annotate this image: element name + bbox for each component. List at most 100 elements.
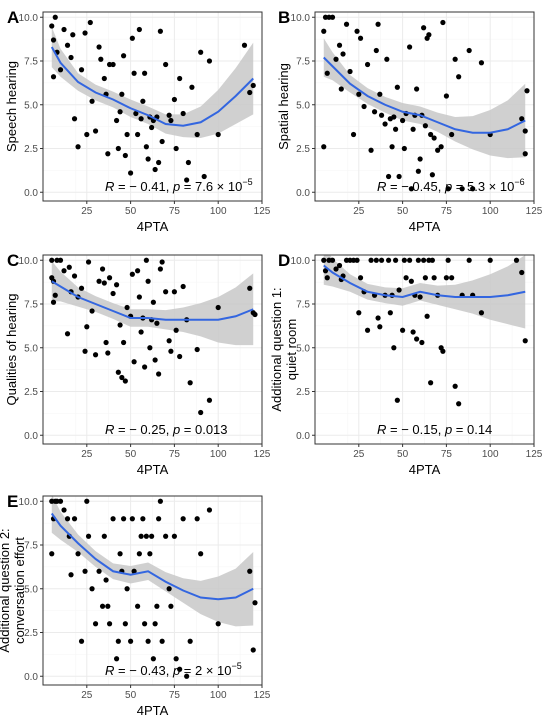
data-point xyxy=(163,61,169,68)
data-point xyxy=(142,621,148,627)
data-point xyxy=(66,264,72,270)
data-point xyxy=(414,336,420,342)
data-point xyxy=(452,383,458,389)
y-tick-label: 10.0 xyxy=(19,256,39,267)
data-point xyxy=(187,638,193,644)
data-point xyxy=(119,91,125,97)
data-point xyxy=(382,121,388,127)
data-point xyxy=(522,338,528,344)
data-point xyxy=(333,266,339,272)
data-point xyxy=(364,61,371,68)
data-point xyxy=(82,568,88,574)
data-point xyxy=(185,159,192,166)
data-point xyxy=(322,268,329,274)
data-point xyxy=(154,320,160,326)
data-point xyxy=(456,74,462,80)
data-point xyxy=(206,58,213,64)
x-tick-label: 100 xyxy=(482,449,499,460)
data-point xyxy=(368,147,374,153)
data-point xyxy=(150,299,156,305)
x-tick-label: 125 xyxy=(526,449,543,460)
data-point xyxy=(180,110,186,117)
data-point xyxy=(101,75,107,82)
data-point xyxy=(138,533,144,539)
data-point xyxy=(417,156,423,162)
data-point xyxy=(159,259,165,265)
data-point xyxy=(78,285,85,291)
data-point xyxy=(377,324,383,330)
x-tick-label: 50 xyxy=(397,206,409,217)
fit-line xyxy=(50,46,254,127)
data-point xyxy=(154,603,160,609)
data-point xyxy=(184,673,190,679)
data-point xyxy=(375,21,381,27)
data-point xyxy=(401,257,407,263)
data-point xyxy=(84,498,90,504)
data-point xyxy=(522,151,528,157)
y-axis-label: Spatial hearing xyxy=(276,63,291,150)
data-point xyxy=(519,116,525,122)
data-point xyxy=(377,91,383,97)
x-tick-label: 75 xyxy=(169,449,181,460)
data-point xyxy=(163,533,169,539)
data-point xyxy=(159,138,165,145)
data-point xyxy=(145,156,151,162)
data-point xyxy=(105,151,111,157)
data-point xyxy=(124,304,130,311)
data-point xyxy=(124,586,130,592)
data-point xyxy=(52,14,58,20)
data-point xyxy=(75,551,81,557)
data-point xyxy=(150,656,156,662)
y-tick-label: 7.5 xyxy=(24,57,38,68)
data-point xyxy=(184,177,190,183)
x-tick-label: 50 xyxy=(125,206,137,217)
data-point xyxy=(247,89,253,96)
data-point xyxy=(57,257,64,263)
data-point xyxy=(431,135,437,141)
data-point xyxy=(333,56,339,62)
y-tick-label: 5.0 xyxy=(296,343,310,354)
data-point xyxy=(122,152,128,159)
data-point xyxy=(96,278,102,284)
y-tick-label: 7.5 xyxy=(24,300,38,311)
data-point xyxy=(106,621,113,627)
data-point xyxy=(421,257,427,263)
data-point xyxy=(156,159,162,166)
data-point xyxy=(50,299,57,305)
data-point xyxy=(119,374,125,381)
x-tick-label: 75 xyxy=(441,449,453,460)
data-point xyxy=(206,507,213,513)
data-point xyxy=(149,124,155,131)
data-point xyxy=(168,117,174,124)
x-tick-label: 75 xyxy=(169,690,181,701)
x-tick-label: 50 xyxy=(397,449,409,460)
data-point xyxy=(206,397,213,403)
data-point xyxy=(415,168,421,174)
x-axis-label: 4PTA xyxy=(137,703,169,718)
fit-line xyxy=(323,56,526,134)
data-point xyxy=(157,498,163,504)
data-point xyxy=(364,327,371,333)
correlation-annotation: R = − 0.45, p = 5.3 × 10−6 xyxy=(377,177,525,194)
y-tick-label: 7.5 xyxy=(296,300,310,311)
x-tick-label: 25 xyxy=(81,449,93,460)
y-tick-label: 2.5 xyxy=(24,387,38,398)
data-point xyxy=(173,327,179,333)
panel-border xyxy=(42,11,263,202)
data-point xyxy=(115,145,121,152)
y-tick-label: 7.5 xyxy=(24,541,38,552)
data-point xyxy=(50,37,57,43)
data-point xyxy=(440,19,446,26)
data-point xyxy=(389,144,395,150)
data-point xyxy=(61,268,67,274)
y-tick-label: 5.0 xyxy=(24,343,38,354)
data-point xyxy=(61,507,67,513)
y-tick-label: 5.0 xyxy=(296,100,310,111)
data-point xyxy=(135,131,141,138)
y-tick-label: 0.0 xyxy=(24,672,38,683)
x-tick-label: 100 xyxy=(482,206,499,217)
data-point xyxy=(524,88,530,94)
data-point xyxy=(428,131,434,138)
y-tick-label: 2.5 xyxy=(24,628,38,639)
